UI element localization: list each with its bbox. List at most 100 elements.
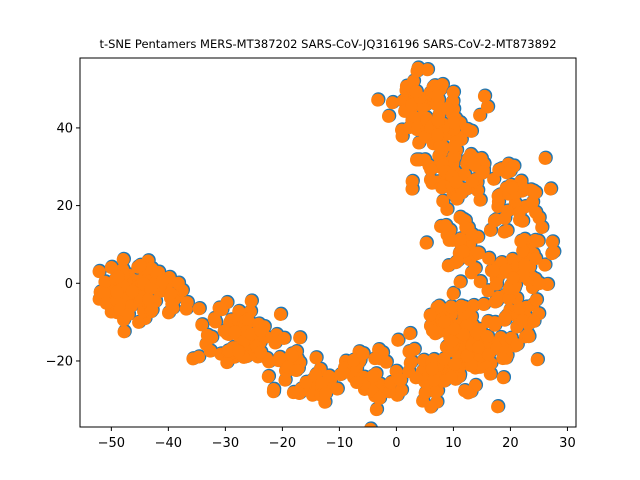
data-point-orange [420,63,434,77]
x-tick-label: 0 [392,436,400,451]
x-tick-label: −20 [269,436,296,451]
data-point-orange [111,270,125,284]
data-point-orange [480,330,494,344]
data-point-orange [217,324,231,338]
chart-title: t-SNE Pentamers MERS-MT387202 SARS-CoV-J… [99,37,557,51]
data-point-orange [514,234,528,248]
data-point-orange [97,286,111,300]
y-tick-label: 40 [56,121,73,136]
data-point-orange [425,362,439,376]
data-point-orange [538,151,552,165]
data-point-orange [527,314,541,328]
data-point-orange [445,334,459,348]
data-point-orange [364,422,377,427]
data-point-orange [477,89,491,103]
data-point-orange [447,149,461,163]
data-point-orange [473,108,487,122]
data-point-orange [545,235,559,249]
data-point-orange [391,333,405,347]
data-point-orange [98,275,112,289]
data-point-orange [261,370,275,384]
data-point-orange [442,233,456,247]
data-point-orange [433,140,447,154]
data-point-orange [192,302,206,316]
data-point-orange [522,330,536,344]
data-point-orange [453,275,467,289]
x-tick-label: −10 [326,436,353,451]
data-point-orange [299,375,313,389]
data-point-orange [409,371,423,385]
data-point-orange [486,264,500,278]
data-point-orange [262,355,276,369]
data-point-orange [144,282,158,296]
series-orange-points [92,61,561,427]
data-point-orange [215,303,229,317]
data-point-orange [125,284,139,298]
data-point-orange [461,386,475,400]
data-point-orange [456,328,470,342]
data-point-orange [419,236,433,250]
data-point-orange [471,246,485,260]
data-point-orange [371,93,385,107]
data-point-orange [528,186,542,200]
data-point-orange [242,315,256,329]
data-point-orange [487,214,501,228]
data-point-orange [228,325,242,339]
data-point-orange [444,371,458,385]
data-point-orange [492,163,506,177]
data-point-orange [164,286,178,300]
data-point-orange [195,318,209,332]
data-point-orange [471,340,485,354]
data-point-orange [220,356,234,370]
data-point-orange [231,344,245,358]
data-point-orange [405,182,419,196]
data-point-orange [330,382,344,396]
data-point-orange [498,211,512,225]
data-point-orange [465,174,479,188]
data-point-orange [244,294,258,308]
data-point-orange [424,163,438,177]
data-point-orange [337,366,351,380]
data-point-orange [427,373,441,387]
data-point-orange [444,300,458,314]
data-point-orange [464,124,478,138]
data-point-orange [366,369,380,383]
data-point-orange [319,387,333,401]
data-point-orange [423,173,437,187]
data-point-orange [530,353,544,367]
data-point-orange [465,228,479,242]
data-point-orange [510,338,524,352]
data-point-orange [488,316,502,330]
data-point-orange [350,375,364,389]
data-point-orange [441,259,455,273]
data-point-orange [273,351,287,365]
data-point-orange [467,157,481,171]
data-point-orange [456,244,470,258]
data-point-orange [165,297,179,311]
data-point-orange [454,299,468,313]
data-point-orange [200,328,214,342]
data-point-orange [404,355,418,369]
data-point-orange [480,100,494,114]
y-tick-label: 20 [56,199,73,214]
data-point-orange [439,219,453,233]
data-point-orange [431,128,445,142]
data-point-orange [447,322,461,336]
data-point-orange [179,302,193,316]
data-point-orange [369,403,383,417]
data-point-orange [500,224,514,238]
data-point-orange [448,357,462,371]
data-point-orange [507,281,521,295]
y-axis: −20 0 20 40 [46,121,80,369]
data-point-orange [453,210,467,224]
data-point-orange [208,315,222,329]
data-point-orange [315,376,329,390]
data-point-orange [203,344,217,358]
data-point-orange [491,189,505,203]
data-point-orange [516,314,530,328]
data-point-orange [447,140,461,154]
x-axis: −50 −40 −30 −20 −10 0 10 20 30 [98,427,576,451]
data-point-orange [491,400,505,414]
data-point-orange [192,350,206,364]
data-point-orange [92,265,106,279]
